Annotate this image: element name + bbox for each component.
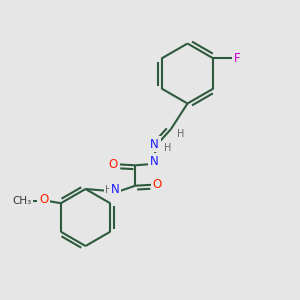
Text: H: H <box>177 129 184 140</box>
Text: N: N <box>150 137 159 151</box>
Text: H: H <box>164 143 172 153</box>
Text: H: H <box>105 185 112 195</box>
Text: F: F <box>234 52 241 65</box>
Text: O: O <box>109 158 118 171</box>
Text: O: O <box>153 178 162 191</box>
Text: N: N <box>110 183 119 196</box>
Text: O: O <box>39 193 48 206</box>
Text: CH₃: CH₃ <box>13 196 32 206</box>
Text: N: N <box>150 155 159 168</box>
